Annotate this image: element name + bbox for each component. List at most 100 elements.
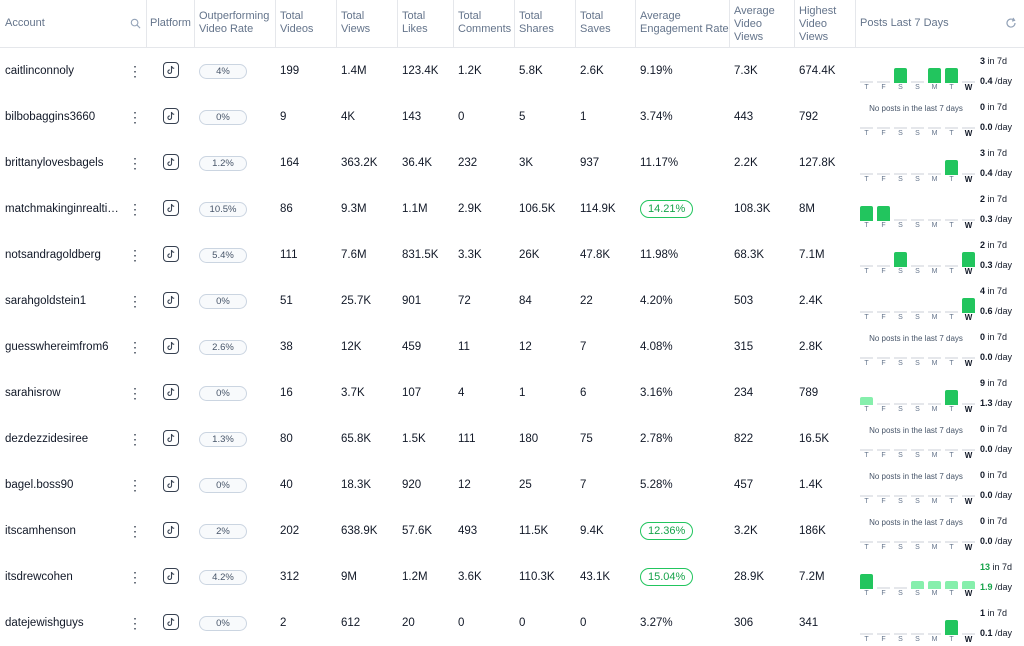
cell-total-views: 12K <box>341 341 362 353</box>
day-label: S <box>915 314 920 321</box>
table-row[interactable]: guesswhereimfrom6 ⋮ 2.6% 38 12K 459 11 12 7 315 2.… <box>0 324 1024 370</box>
post-day-bar <box>945 160 958 175</box>
header-platform[interactable]: Platform <box>150 17 191 29</box>
cell-total-shares: 106.5K <box>519 203 556 215</box>
tiktok-icon <box>163 384 179 400</box>
row-menu-icon[interactable]: ⋮ <box>128 523 142 539</box>
posts-last-7-days-chart: No posts in the last 7 days T F S S M T W <box>860 472 975 506</box>
table-row[interactable]: sarahisrow ⋮ 0% 16 3.7K 107 4 1 6 234 789 3.16% T F S S… <box>0 370 1024 416</box>
cell-total-shares: 11.5K <box>519 525 549 537</box>
header-total-comments[interactable]: Total Comments <box>458 10 512 35</box>
row-menu-icon[interactable]: ⋮ <box>128 477 142 493</box>
account-name[interactable]: itscamhenson <box>5 525 76 537</box>
header-outperforming[interactable]: Outperforming Video Rate <box>199 10 270 35</box>
account-name[interactable]: bilbobaggins3660 <box>5 111 96 123</box>
account-name[interactable]: matchmakinginrealtime <box>5 203 119 215</box>
account-name[interactable]: dezdezzidesiree <box>5 433 89 445</box>
day-label: T <box>949 84 954 91</box>
cell-avg-video-views: 306 <box>734 617 754 629</box>
table-row[interactable]: sarahgoldstein1 ⋮ 0% 51 25.7K 901 72 84 22 503 2.4… <box>0 278 1024 324</box>
day-label: W <box>964 313 973 322</box>
row-menu-icon[interactable]: ⋮ <box>128 385 142 401</box>
cell-highest-video-views: 674.4K <box>799 65 836 77</box>
header-avg-engagement[interactable]: Average Engagement Rate <box>640 10 729 35</box>
row-menu-icon[interactable]: ⋮ <box>128 109 142 125</box>
table-row[interactable]: notsandragoldberg ⋮ 5.4% 111 7.6M 831.5K 3.3K 2… <box>0 232 1024 278</box>
post-day-bar <box>860 574 873 589</box>
account-name[interactable]: brittanylovesbagels <box>5 157 104 169</box>
account-name[interactable]: sarahgoldstein1 <box>5 295 87 307</box>
tiktok-icon <box>163 522 179 538</box>
day-label: S <box>915 130 920 137</box>
row-menu-icon[interactable]: ⋮ <box>128 155 142 171</box>
account-name[interactable]: guesswhereimfrom6 <box>5 341 109 353</box>
refresh-icon[interactable] <box>1005 17 1017 29</box>
cell-total-shares: 1 <box>519 387 526 399</box>
table-row[interactable]: itsdrewcohen ⋮ 4.2% 312 9M 1.2M 3.6K 110.3K 43.1… <box>0 554 1024 600</box>
header-total-views[interactable]: Total Views <box>341 10 371 35</box>
search-icon[interactable] <box>130 18 141 29</box>
day-label: F <box>881 222 886 229</box>
table-row[interactable]: itscamhenson ⋮ 2% 202 638.9K 57.6K 493 11.5K 9.4… <box>0 508 1024 554</box>
header-highest-video-views[interactable]: Highest Video Views <box>799 5 837 43</box>
tiktok-icon <box>163 614 179 630</box>
account-name[interactable]: notsandragoldberg <box>5 249 101 261</box>
cell-avg-video-views: 28.9K <box>734 571 765 583</box>
row-menu-icon[interactable]: ⋮ <box>128 569 142 585</box>
day-label: W <box>964 129 973 138</box>
cell-avg-video-views: 315 <box>734 341 754 353</box>
account-name[interactable]: itsdrewcohen <box>5 571 73 583</box>
account-name[interactable]: caitlinconnoly <box>5 65 75 77</box>
row-menu-icon[interactable]: ⋮ <box>128 293 142 309</box>
table-row[interactable]: matchmakinginrealtime ⋮ 10.5% 86 9.3M 1.1M 2.9… <box>0 186 1024 232</box>
day-label: F <box>881 498 886 505</box>
day-label: T <box>864 176 869 183</box>
post-day-bar <box>928 68 941 83</box>
account-name[interactable]: sarahisrow <box>5 387 61 399</box>
day-label: S <box>915 406 920 413</box>
cell-total-comments: 0 <box>458 111 465 123</box>
table-row[interactable]: caitlinconnoly ⋮ 4% 199 1.4M 123.4K 1.2K 5.8K 2.… <box>0 48 1024 94</box>
day-label: T <box>949 452 954 459</box>
day-label: M <box>931 130 938 137</box>
cell-total-views: 25.7K <box>341 295 372 307</box>
account-name[interactable]: bagel.boss90 <box>5 479 74 491</box>
posts-per-day: 1.3 /day <box>980 398 1013 408</box>
row-menu-icon[interactable]: ⋮ <box>128 63 142 79</box>
post-day-bar <box>945 581 958 589</box>
tiktok-icon <box>163 154 179 170</box>
header-total-likes[interactable]: Total Likes <box>402 10 428 35</box>
row-menu-icon[interactable]: ⋮ <box>128 615 142 631</box>
row-menu-icon[interactable]: ⋮ <box>128 431 142 447</box>
cell-total-saves: 1 <box>580 111 587 123</box>
day-label: S <box>915 590 920 597</box>
header-total-shares[interactable]: Total Shares <box>519 10 554 35</box>
posts-in-7d: 0 in 7d <box>980 424 1008 434</box>
table-row[interactable]: datejewishguys ⋮ 0% 2 612 20 0 0 0 306 341 3.27% T F S… <box>0 600 1024 646</box>
row-menu-icon[interactable]: ⋮ <box>128 201 142 217</box>
day-label: W <box>964 83 973 92</box>
header-avg-video-views[interactable]: Average Video Views <box>734 5 775 43</box>
table-row[interactable]: bagel.boss90 ⋮ 0% 40 18.3K 920 12 25 7 457 1.4K 5.2… <box>0 462 1024 508</box>
header-total-saves[interactable]: Total Saves <box>580 10 611 35</box>
table-row[interactable]: bilbobaggins3660 ⋮ 0% 9 4K 143 0 5 1 443 792 3.74% N… <box>0 94 1024 140</box>
cell-total-comments: 2.9K <box>458 203 482 215</box>
row-menu-icon[interactable]: ⋮ <box>128 247 142 263</box>
header-account[interactable]: Account <box>5 17 45 29</box>
cell-total-videos: 80 <box>280 433 293 445</box>
table-row[interactable]: dezdezzidesiree ⋮ 1.3% 80 65.8K 1.5K 111 180 75 8… <box>0 416 1024 462</box>
day-label: M <box>931 84 938 91</box>
header-total-videos[interactable]: Total Videos <box>280 10 314 35</box>
cell-total-comments: 493 <box>458 525 478 537</box>
account-name[interactable]: datejewishguys <box>5 617 84 629</box>
row-menu-icon[interactable]: ⋮ <box>128 339 142 355</box>
table-row[interactable]: brittanylovesbagels ⋮ 1.2% 164 363.2K 36.4K 23… <box>0 140 1024 186</box>
day-label: S <box>898 360 903 367</box>
cell-avg-engagement: 3.16% <box>640 387 673 399</box>
day-label: T <box>949 130 954 137</box>
cell-avg-engagement: 3.27% <box>640 617 673 629</box>
posts-last-7-days-chart: No posts in the last 7 days T F S S M T W <box>860 518 975 552</box>
cell-highest-video-views: 2.4K <box>799 295 823 307</box>
day-label: S <box>915 176 920 183</box>
day-label: T <box>949 636 954 643</box>
